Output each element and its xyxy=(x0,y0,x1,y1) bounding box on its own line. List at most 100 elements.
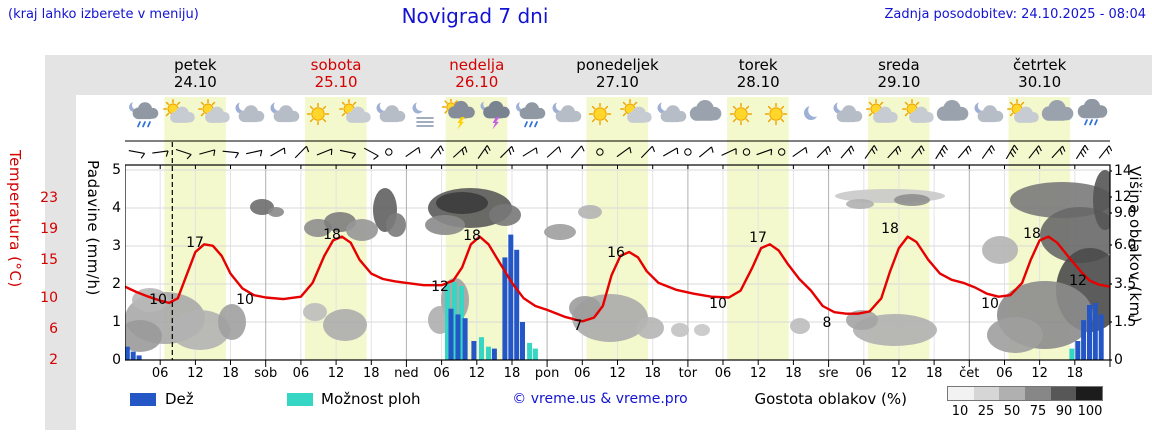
showers-legend-swatch xyxy=(287,393,313,406)
day-header: torek 28.10 xyxy=(737,57,780,91)
day-date: 28.10 xyxy=(736,73,780,91)
x-hour-label: 18 xyxy=(1066,366,1084,381)
temp-tick: 2 xyxy=(49,352,58,368)
sun-cloud-icon xyxy=(899,99,935,129)
gradient-segment xyxy=(948,387,974,400)
svg-text:10: 10 xyxy=(709,296,727,312)
temp-tick: 15 xyxy=(40,251,58,268)
svg-text:18: 18 xyxy=(1023,226,1041,242)
day-date: 27.10 xyxy=(596,73,639,91)
sun-cloud-icon xyxy=(336,99,372,129)
precip-tick: 4 xyxy=(112,200,121,216)
day-header: ponedeljek 27.10 xyxy=(576,57,658,91)
thunder-sun-icon xyxy=(441,97,477,130)
left-axis-band xyxy=(45,55,76,430)
x-hour-label: 06 xyxy=(292,366,310,381)
cloud-density-label: Gostota oblakov (%) xyxy=(754,390,907,408)
page-title: Novigrad 7 dni xyxy=(401,4,549,28)
sun-cloud-icon xyxy=(1004,99,1040,129)
cloud-tick: 0 xyxy=(1114,352,1123,368)
day-name: četrtek xyxy=(1012,56,1067,74)
gradient-segment xyxy=(999,387,1026,400)
rain-icon xyxy=(1074,98,1110,129)
moon-cloud-icon xyxy=(969,99,1005,129)
last-updated: Zadnja posodobitev: 24.10.2025 - 08:04 xyxy=(884,7,1146,22)
day-date: 24.10 xyxy=(173,73,217,91)
rain-legend-swatch xyxy=(130,393,156,406)
menu-hint: (kraj lahko izberete v meniju) xyxy=(8,7,199,22)
rain-legend-label: Dež xyxy=(165,390,194,408)
day-header: sreda 29.10 xyxy=(877,57,920,91)
precip-tick: 5 xyxy=(112,162,121,178)
day-header: četrtek 30.10 xyxy=(1013,57,1066,91)
gradient-tick-label: 100 xyxy=(1077,404,1103,419)
cloud-tick: 12 xyxy=(1114,189,1132,205)
thunder-moon-icon xyxy=(476,99,512,130)
meteogram-chart: 10 17 10 18 12 18 7 16 10 17 8 18 10 18 12 xyxy=(125,97,1112,367)
sun-cloud-icon xyxy=(617,99,653,129)
x-hour-label: 12 xyxy=(327,366,345,381)
cloud-tick: 1.5 xyxy=(1114,314,1137,330)
x-hour-label: 12 xyxy=(749,366,767,381)
precip-tick: 2 xyxy=(112,276,121,292)
day-name: ponedeljek xyxy=(576,56,659,74)
gradient-tick-label: 90 xyxy=(1055,404,1073,419)
copyright-link[interactable]: © vreme.us & vreme.pro xyxy=(512,391,688,407)
sun-icon xyxy=(300,99,336,129)
x-hour-label: 06 xyxy=(855,366,873,381)
cloud-axis-title: Višina oblakov (km) xyxy=(1126,166,1144,324)
svg-text:17: 17 xyxy=(186,235,204,251)
svg-text:10: 10 xyxy=(981,296,999,312)
day-name: torek xyxy=(738,56,778,74)
gradient-segment xyxy=(1050,387,1077,400)
x-hour-label: 06 xyxy=(151,366,169,381)
temp-axis-title: Temperatura (°C) xyxy=(6,150,24,288)
gradient-tick-label: 25 xyxy=(977,404,995,419)
gradient-tick-label: 50 xyxy=(1003,404,1021,419)
showers-legend-label: Možnost ploh xyxy=(321,390,421,408)
moon-cloud-icon xyxy=(230,99,266,129)
sun-icon xyxy=(723,99,759,129)
svg-text:10: 10 xyxy=(236,292,254,308)
temp-tick: 23 xyxy=(40,190,58,206)
x-day-label: sre xyxy=(818,366,839,381)
x-hour-label: 12 xyxy=(468,366,486,381)
svg-text:7: 7 xyxy=(574,318,583,334)
x-hour-label: 12 xyxy=(1031,366,1048,381)
day-header: sobota 25.10 xyxy=(311,57,362,91)
gradient-tick-label: 10 xyxy=(951,404,969,419)
x-hour-label: 12 xyxy=(890,366,908,381)
day-date: 26.10 xyxy=(455,73,499,91)
moon-rain-icon xyxy=(512,99,548,129)
gradient-segment xyxy=(1025,387,1051,400)
sun-icon xyxy=(582,99,618,129)
svg-text:18: 18 xyxy=(463,228,481,244)
x-day-label: ned xyxy=(394,366,419,381)
sun-cloud-icon xyxy=(195,99,231,129)
cloud-density-gradient xyxy=(947,386,1103,401)
cloud-tick: 6.0 xyxy=(1114,237,1137,253)
day-name: sreda xyxy=(878,56,920,74)
x-hour-label: 06 xyxy=(714,366,732,381)
cloud-icon xyxy=(1039,99,1075,129)
moon-icon xyxy=(793,99,829,129)
x-hour-label: 18 xyxy=(362,366,380,381)
svg-text:18: 18 xyxy=(881,221,899,237)
x-hour-label: 18 xyxy=(785,366,802,381)
svg-text:18: 18 xyxy=(323,227,341,243)
precip-tick: 0 xyxy=(112,352,121,368)
precip-tick: 3 xyxy=(112,238,121,254)
svg-text:17: 17 xyxy=(749,230,767,246)
moon-cloud-icon xyxy=(828,99,864,129)
x-day-label: pon xyxy=(534,366,560,381)
svg-text:16: 16 xyxy=(607,245,625,261)
moon-cloud-icon xyxy=(652,99,688,129)
day-date: 25.10 xyxy=(314,73,358,91)
temp-tick: 6 xyxy=(49,321,58,338)
precip-tick: 1 xyxy=(112,314,121,330)
cloud-tick: 14 xyxy=(1114,163,1132,179)
moon-cloud-icon xyxy=(371,99,407,129)
moon-rain-icon xyxy=(125,99,161,129)
day-date: 30.10 xyxy=(1018,73,1062,91)
